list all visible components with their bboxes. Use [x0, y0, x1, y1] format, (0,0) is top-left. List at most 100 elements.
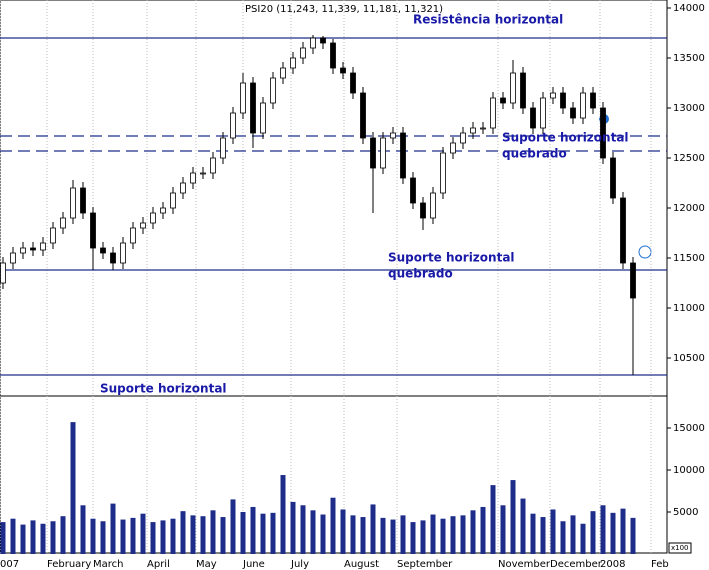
volume-bar: [510, 480, 516, 554]
candle-body: [400, 132, 406, 179]
y-tick-label: 13500: [673, 53, 705, 64]
volume-bar: [90, 518, 96, 554]
volume-bar: [120, 519, 126, 554]
volume-bar: [630, 517, 636, 554]
volume-bar: [500, 505, 506, 554]
unit-label: x100: [671, 544, 689, 552]
candle-body: [160, 207, 166, 214]
candle-body: [410, 177, 416, 204]
candle-body: [70, 187, 76, 219]
annotation: Suporte horizontal: [100, 382, 227, 396]
candle-body: [370, 137, 376, 169]
volume-bar: [530, 513, 536, 554]
candle-body: [10, 252, 16, 264]
volume-bar: [350, 515, 356, 554]
volume-bar: [540, 517, 546, 554]
volume-bar: [160, 520, 166, 554]
candle-body: [560, 92, 566, 109]
volume-bar: [220, 517, 226, 554]
candle-body: [90, 212, 96, 249]
volume-bar: [450, 516, 456, 554]
candle-body: [420, 202, 426, 219]
candle-body: [170, 192, 176, 209]
volume-bar: [360, 517, 366, 554]
candle-body: [110, 252, 116, 264]
y-tick-label: 12000: [673, 203, 705, 214]
candle-body: [570, 107, 576, 119]
volume-bar: [440, 518, 446, 554]
candle-body: [340, 67, 346, 74]
unit-box: [668, 542, 692, 554]
volume-bar: [520, 498, 526, 554]
volume-bar: [270, 512, 276, 554]
volume-bar: [260, 513, 266, 554]
candle-body: [380, 137, 386, 169]
y-tick-label: 15000: [673, 423, 705, 434]
volume-bar: [170, 518, 176, 554]
volume-bar: [620, 508, 626, 554]
candle-body: [220, 137, 226, 159]
candle-body: [200, 172, 206, 175]
volume-bar: [80, 505, 86, 554]
candle-body: [230, 112, 236, 139]
candle-body: [190, 172, 196, 184]
candle-body: [440, 152, 446, 194]
volume-bar: [150, 522, 156, 554]
y-tick-label: 10000: [673, 465, 705, 476]
x-tick-label: May: [196, 559, 217, 570]
candle-body: [50, 227, 56, 244]
volume-bar: [10, 518, 16, 554]
x-tick-label: 2008: [600, 559, 625, 570]
annotation: Suporte horizontal: [502, 131, 629, 145]
volume-bar: [140, 513, 146, 554]
candle-body: [250, 82, 256, 134]
candle-body: [20, 247, 26, 254]
volume-bar: [480, 506, 486, 554]
volume-bar: [310, 510, 316, 554]
volume-bar: [550, 509, 556, 554]
volume-bar: [100, 521, 106, 554]
volume-bar: [600, 505, 606, 554]
volume-bar: [0, 522, 6, 554]
candle-body: [430, 192, 436, 219]
x-tick-label: Feb: [651, 559, 669, 570]
candle-body: [150, 212, 156, 224]
volume-bar: [130, 517, 136, 554]
volume-bar: [70, 422, 76, 554]
x-tick-label: July: [290, 559, 309, 570]
volume-bar: [420, 520, 426, 554]
x-tick-label: February: [47, 559, 91, 570]
x-tick-label: August: [344, 559, 379, 570]
candle-body: [450, 142, 456, 154]
volume-bar: [230, 499, 236, 554]
volume-bar: [20, 524, 26, 554]
y-tick-label: 11000: [673, 303, 705, 314]
volume-bar: [390, 519, 396, 554]
y-tick-label: 13000: [673, 103, 705, 114]
candle-body: [350, 72, 356, 94]
y-tick-label: 14000: [673, 3, 705, 14]
volume-bar: [110, 503, 116, 554]
volume-bar: [330, 497, 336, 554]
candle-body: [30, 247, 36, 251]
y-tick-label: 5000: [673, 507, 698, 518]
candle-body: [630, 262, 636, 299]
x-tick-label: December: [550, 559, 603, 570]
volume-bar: [250, 506, 256, 554]
candle-body: [60, 217, 66, 229]
x-tick-label: November: [498, 559, 551, 570]
volume-bar: [290, 501, 296, 554]
volume-bar: [560, 521, 566, 554]
candle-body: [500, 97, 506, 104]
volume-bar: [340, 509, 346, 554]
candle-body: [300, 47, 306, 59]
volume-bar: [190, 515, 196, 554]
x-tick-label: June: [242, 559, 265, 570]
candle-body: [240, 82, 246, 114]
face-icon: [638, 245, 652, 259]
candle-body: [330, 42, 336, 69]
y-tick-label: 10500: [673, 353, 705, 364]
candle-body: [360, 92, 366, 139]
candle-body: [580, 92, 586, 119]
